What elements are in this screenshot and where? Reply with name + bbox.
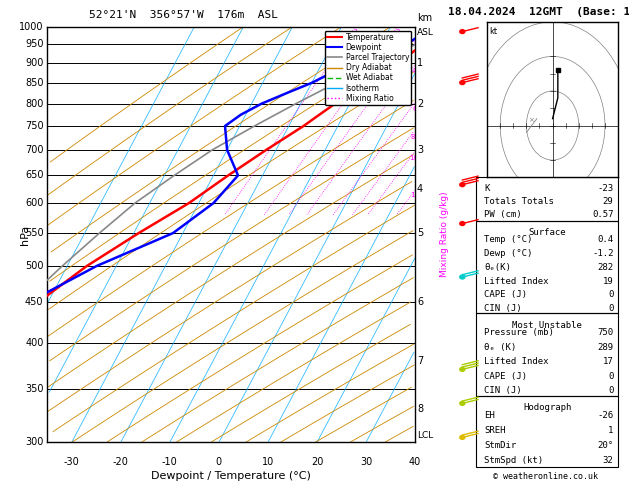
Text: Hodograph: Hodograph — [523, 403, 571, 413]
Text: km: km — [417, 13, 432, 22]
Text: 1: 1 — [417, 58, 423, 68]
Text: 0: 0 — [608, 372, 613, 381]
Bar — [476, 396, 618, 467]
Text: 20°: 20° — [598, 441, 613, 450]
Text: Lifted Index: Lifted Index — [484, 277, 548, 286]
Text: 700: 700 — [25, 145, 43, 155]
Text: Most Unstable: Most Unstable — [512, 321, 582, 330]
Text: 32: 32 — [603, 456, 613, 465]
Text: Pressure (mb): Pressure (mb) — [484, 328, 554, 337]
Text: 0: 0 — [216, 457, 222, 467]
Text: θₑ (K): θₑ (K) — [484, 343, 516, 351]
Text: 1: 1 — [353, 29, 358, 35]
Text: CAPE (J): CAPE (J) — [484, 372, 527, 381]
Text: -10: -10 — [162, 457, 178, 467]
Text: 750: 750 — [25, 121, 43, 131]
Text: -20: -20 — [113, 457, 129, 467]
Text: 8: 8 — [417, 404, 423, 415]
Text: 1: 1 — [608, 426, 613, 435]
Text: 7: 7 — [417, 356, 423, 365]
Text: 40: 40 — [409, 457, 421, 467]
Text: CAPE (J): CAPE (J) — [484, 291, 527, 299]
Text: 10: 10 — [262, 457, 274, 467]
Text: Lifted Index: Lifted Index — [484, 357, 548, 366]
Text: StmDir: StmDir — [484, 441, 516, 450]
Text: 10: 10 — [409, 155, 418, 161]
Text: 17: 17 — [603, 357, 613, 366]
Text: 4: 4 — [417, 184, 423, 194]
Text: kt: kt — [490, 27, 498, 35]
Text: -30: -30 — [64, 457, 80, 467]
Text: 1000: 1000 — [19, 22, 43, 32]
Text: 950: 950 — [25, 39, 43, 50]
Text: 18.04.2024  12GMT  (Base: 18): 18.04.2024 12GMT (Base: 18) — [448, 7, 629, 17]
Text: 0.4: 0.4 — [598, 235, 613, 244]
Text: 0: 0 — [608, 386, 613, 395]
Text: 750: 750 — [598, 328, 613, 337]
Text: Dewpoint / Temperature (°C): Dewpoint / Temperature (°C) — [151, 471, 311, 481]
Text: 15: 15 — [411, 192, 420, 198]
Text: 5: 5 — [417, 228, 423, 238]
Text: ASL: ASL — [417, 28, 434, 37]
Text: 20: 20 — [311, 457, 323, 467]
Text: 3: 3 — [417, 145, 423, 155]
Text: Temp (°C): Temp (°C) — [484, 235, 532, 244]
Text: CIN (J): CIN (J) — [484, 304, 521, 313]
Text: 600: 600 — [25, 198, 43, 208]
Text: 300: 300 — [25, 437, 43, 447]
Text: 282: 282 — [598, 263, 613, 272]
Text: 800: 800 — [25, 99, 43, 109]
Text: -1.2: -1.2 — [592, 249, 613, 258]
Text: K: K — [484, 184, 489, 193]
Text: 400: 400 — [25, 338, 43, 348]
Text: $\times$: $\times$ — [528, 115, 535, 124]
Text: 3: 3 — [412, 41, 417, 47]
Text: 30: 30 — [360, 457, 372, 467]
Text: 900: 900 — [25, 58, 43, 68]
Bar — [476, 313, 618, 396]
Text: 8: 8 — [411, 134, 415, 140]
Text: 4: 4 — [412, 68, 416, 74]
Text: 500: 500 — [25, 261, 43, 271]
Text: SREH: SREH — [484, 426, 506, 435]
Text: -23: -23 — [598, 184, 613, 193]
Text: 2: 2 — [417, 99, 423, 109]
Text: © weatheronline.co.uk: © weatheronline.co.uk — [493, 472, 598, 481]
Text: Mixing Ratio (g/kg): Mixing Ratio (g/kg) — [440, 191, 449, 278]
Text: 650: 650 — [25, 171, 43, 180]
Text: Surface: Surface — [528, 228, 566, 238]
Bar — [476, 221, 618, 313]
Text: 6: 6 — [412, 105, 416, 111]
Text: -26: -26 — [598, 411, 613, 420]
Text: 0: 0 — [608, 304, 613, 313]
Text: CIN (J): CIN (J) — [484, 386, 521, 395]
Text: 6: 6 — [417, 297, 423, 307]
Text: PW (cm): PW (cm) — [484, 210, 521, 219]
Text: 0.57: 0.57 — [592, 210, 613, 219]
Text: hPa: hPa — [20, 225, 30, 244]
Text: 850: 850 — [25, 78, 43, 88]
Text: 289: 289 — [598, 343, 613, 351]
Text: 29: 29 — [603, 197, 613, 206]
Text: LCL: LCL — [417, 431, 433, 440]
Text: 450: 450 — [25, 297, 43, 307]
Text: 2: 2 — [396, 29, 400, 35]
Text: 0: 0 — [608, 291, 613, 299]
Bar — [476, 177, 618, 221]
Text: EH: EH — [484, 411, 495, 420]
Text: StmSpd (kt): StmSpd (kt) — [484, 456, 543, 465]
Text: 19: 19 — [603, 277, 613, 286]
Legend: Temperature, Dewpoint, Parcel Trajectory, Dry Adiabat, Wet Adiabat, Isotherm, Mi: Temperature, Dewpoint, Parcel Trajectory… — [325, 31, 411, 105]
Text: Dewp (°C): Dewp (°C) — [484, 249, 532, 258]
Text: Totals Totals: Totals Totals — [484, 197, 554, 206]
Text: 550: 550 — [25, 228, 43, 238]
Text: θₑ(K): θₑ(K) — [484, 263, 511, 272]
Text: 350: 350 — [25, 384, 43, 394]
Text: 52°21'N  356°57'W  176m  ASL: 52°21'N 356°57'W 176m ASL — [89, 11, 278, 20]
